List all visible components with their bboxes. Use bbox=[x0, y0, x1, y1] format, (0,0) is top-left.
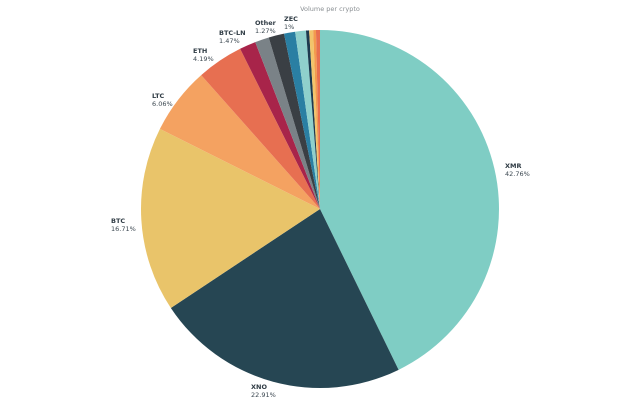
slice-label-percent: 6.06% bbox=[152, 99, 173, 108]
slice-label-ltc: LTC 6.06% bbox=[152, 92, 173, 108]
pie-slice bbox=[305, 30, 320, 209]
slice-label-name: BTC bbox=[111, 217, 126, 225]
slice-label-xmr: XMR 42.76% bbox=[505, 162, 530, 178]
pie-slice bbox=[268, 33, 320, 209]
chart-title: Volume per crypto bbox=[300, 5, 360, 13]
slice-label-name: LTC bbox=[152, 92, 165, 100]
slice-label-percent: 4.19% bbox=[193, 54, 214, 63]
pie-slice-eth bbox=[201, 48, 320, 209]
slice-label-name: XNO bbox=[251, 383, 267, 391]
pie-slice-other bbox=[255, 37, 320, 210]
pie-slice-zec bbox=[284, 31, 320, 209]
slice-label-eth: ETH 4.19% bbox=[193, 47, 214, 63]
slice-label-percent: 1.27% bbox=[255, 26, 276, 35]
pie-slice-btc bbox=[141, 128, 320, 308]
pie-slice bbox=[309, 30, 320, 209]
slice-label-name: Other bbox=[255, 19, 276, 27]
slice-label-btc-ln: BTC-LN 1.47% bbox=[219, 29, 246, 45]
pie-slice-xmr bbox=[320, 30, 499, 370]
slice-label-name: XMR bbox=[505, 162, 522, 170]
slice-label-percent: 1.47% bbox=[219, 36, 240, 45]
pie-slice bbox=[313, 30, 320, 209]
pie-slice-xno bbox=[170, 209, 399, 388]
slice-label-percent: 42.76% bbox=[505, 169, 530, 178]
pie-slice bbox=[315, 30, 320, 209]
slice-label-xno: XNO 22.91% bbox=[251, 383, 276, 399]
slice-label-name: ZEC bbox=[284, 15, 298, 23]
slice-label-percent: 1% bbox=[284, 22, 295, 31]
slice-label-name: ETH bbox=[193, 47, 208, 55]
slice-label-other: Other 1.27% bbox=[255, 19, 276, 35]
slice-label-name: BTC-LN bbox=[219, 29, 246, 37]
slice-label-btc: BTC 16.71% bbox=[111, 217, 136, 233]
pie-slice-ltc bbox=[159, 75, 320, 209]
slice-label-zec: ZEC 1% bbox=[284, 15, 298, 31]
pie-slice-btc-ln bbox=[240, 42, 320, 209]
slice-label-percent: 22.91% bbox=[251, 390, 276, 399]
slice-label-percent: 16.71% bbox=[111, 224, 136, 233]
pie-slice bbox=[295, 30, 320, 209]
